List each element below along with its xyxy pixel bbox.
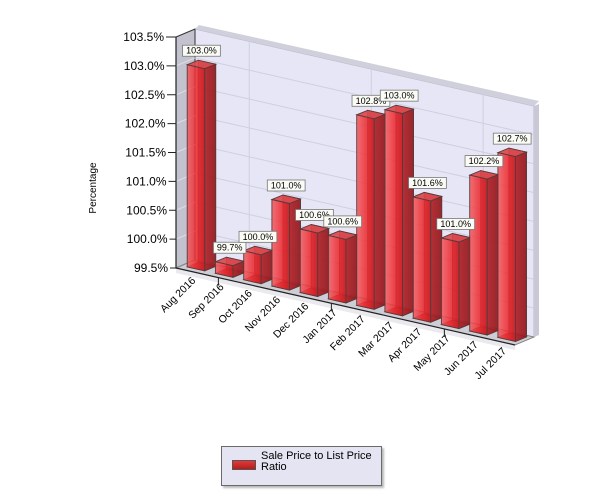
- legend: Sale Price to List Price Ratio: [221, 446, 382, 486]
- bar: [383, 104, 416, 317]
- svg-text:101.6%: 101.6%: [412, 178, 443, 188]
- value-label: 100.6%: [323, 215, 362, 228]
- svg-text:100.0%: 100.0%: [243, 232, 274, 242]
- y-tick-label: 102.5%: [124, 88, 165, 102]
- value-label: 99.7%: [213, 241, 247, 254]
- value-label: 101.6%: [408, 177, 447, 189]
- value-label: 101.0%: [436, 218, 475, 230]
- y-axis: 99.5% 100.0% 100.5% 101.0% 101.5% 102.0% 102.5…: [123, 30, 177, 275]
- svg-text:102.2%: 102.2%: [469, 156, 500, 166]
- bar: [468, 170, 500, 336]
- bar: [298, 223, 331, 298]
- y-tick-label: 99.5%: [134, 261, 168, 275]
- value-label: 102.2%: [464, 155, 504, 168]
- bar: [270, 194, 302, 291]
- value-label: 103.0%: [182, 44, 221, 57]
- bar: [355, 109, 387, 310]
- bar: [242, 245, 274, 285]
- svg-text:102.7%: 102.7%: [497, 134, 528, 144]
- y-tick-label: 100.5%: [126, 203, 167, 217]
- legend-swatch-icon: [232, 460, 256, 470]
- y-tick-label: 103.5%: [123, 30, 164, 44]
- y-tick-label: 101.5%: [125, 146, 166, 160]
- y-tick-label: 102.0%: [125, 117, 166, 131]
- y-tick-label: 100.0%: [127, 232, 168, 246]
- svg-text:101.0%: 101.0%: [271, 180, 302, 190]
- value-label: 101.0%: [266, 179, 306, 192]
- y-tick-label: 101.0%: [126, 174, 167, 188]
- y-tick-label: 103.0%: [124, 59, 165, 73]
- value-label: 102.7%: [492, 132, 532, 145]
- svg-text:100.6%: 100.6%: [327, 216, 358, 226]
- bars: [185, 59, 528, 343]
- bar: [411, 191, 444, 323]
- bar: [326, 230, 359, 304]
- legend-label: Sale Price to List Price Ratio: [261, 450, 372, 473]
- bar: [185, 59, 218, 272]
- svg-text:102.8%: 102.8%: [356, 96, 387, 106]
- bar: [213, 256, 246, 278]
- value-label: 100.6%: [295, 209, 334, 221]
- svg-text:100.6%: 100.6%: [299, 210, 330, 220]
- bar: [439, 232, 472, 330]
- svg-text:99.7%: 99.7%: [217, 243, 243, 253]
- value-label: 100.0%: [238, 230, 278, 243]
- x-tick-label: Jul 2017: [472, 345, 509, 382]
- y-axis-title: Percentage: [88, 162, 99, 214]
- svg-text:103.0%: 103.0%: [384, 91, 415, 101]
- value-labels: 103.0% 99.7%100.0% 101.0% 100.6%100.6% 102.8…: [182, 44, 532, 254]
- value-label: 103.0%: [379, 89, 419, 102]
- svg-text:103.0%: 103.0%: [186, 46, 217, 56]
- svg-text:101.0%: 101.0%: [440, 219, 471, 229]
- bar: [496, 147, 528, 343]
